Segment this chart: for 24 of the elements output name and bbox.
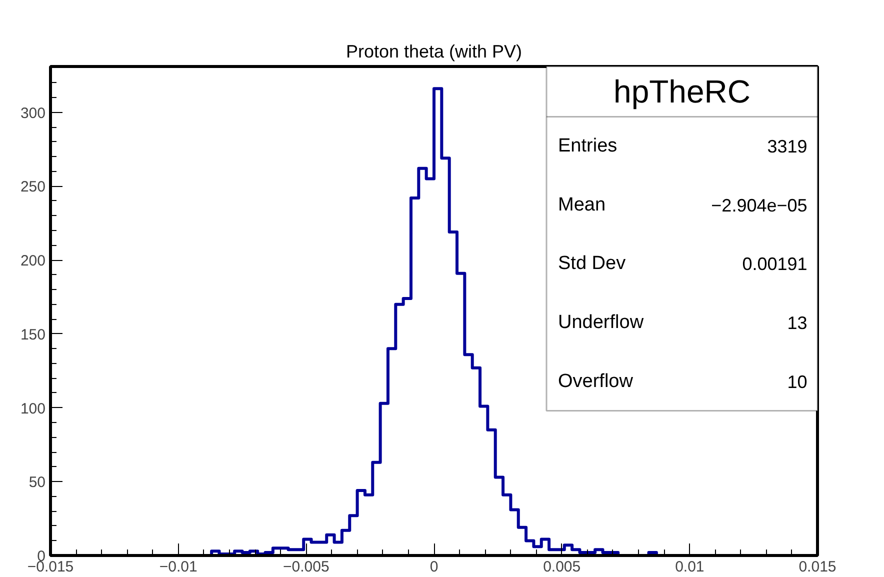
x-tick-label: 0 xyxy=(430,558,438,576)
x-tick-label: −0.01 xyxy=(159,558,198,576)
x-tick-label: 0.01 xyxy=(675,558,704,576)
annotation: 0.00191 xyxy=(742,254,808,274)
y-tick-label: 50 xyxy=(28,474,46,492)
y-tick-label: 150 xyxy=(20,326,46,344)
annotation: −2.904e−05 xyxy=(711,195,808,216)
y-tick-label: 200 xyxy=(20,252,46,270)
x-tick-label: 0.005 xyxy=(543,558,581,576)
y-tick-label: 250 xyxy=(20,178,46,196)
y-tick-label: 100 xyxy=(20,400,46,418)
y-tick-label: 300 xyxy=(20,104,46,122)
x-tick-label: 0.015 xyxy=(798,558,836,576)
annotation: 13 xyxy=(787,313,808,334)
chart-title: Proton theta (with PV) xyxy=(346,42,522,62)
annotation: 3319 xyxy=(767,136,808,157)
annotation: Underflow xyxy=(558,312,644,334)
annotation: Entries xyxy=(558,136,618,157)
annotation: hpTheRC xyxy=(614,74,750,110)
x-tick-label: −0.005 xyxy=(283,558,330,576)
annotation: 10 xyxy=(787,372,808,392)
annotation: Mean xyxy=(558,194,606,216)
annotation: Overflow xyxy=(558,370,634,392)
annotation: Std Dev xyxy=(558,253,626,274)
